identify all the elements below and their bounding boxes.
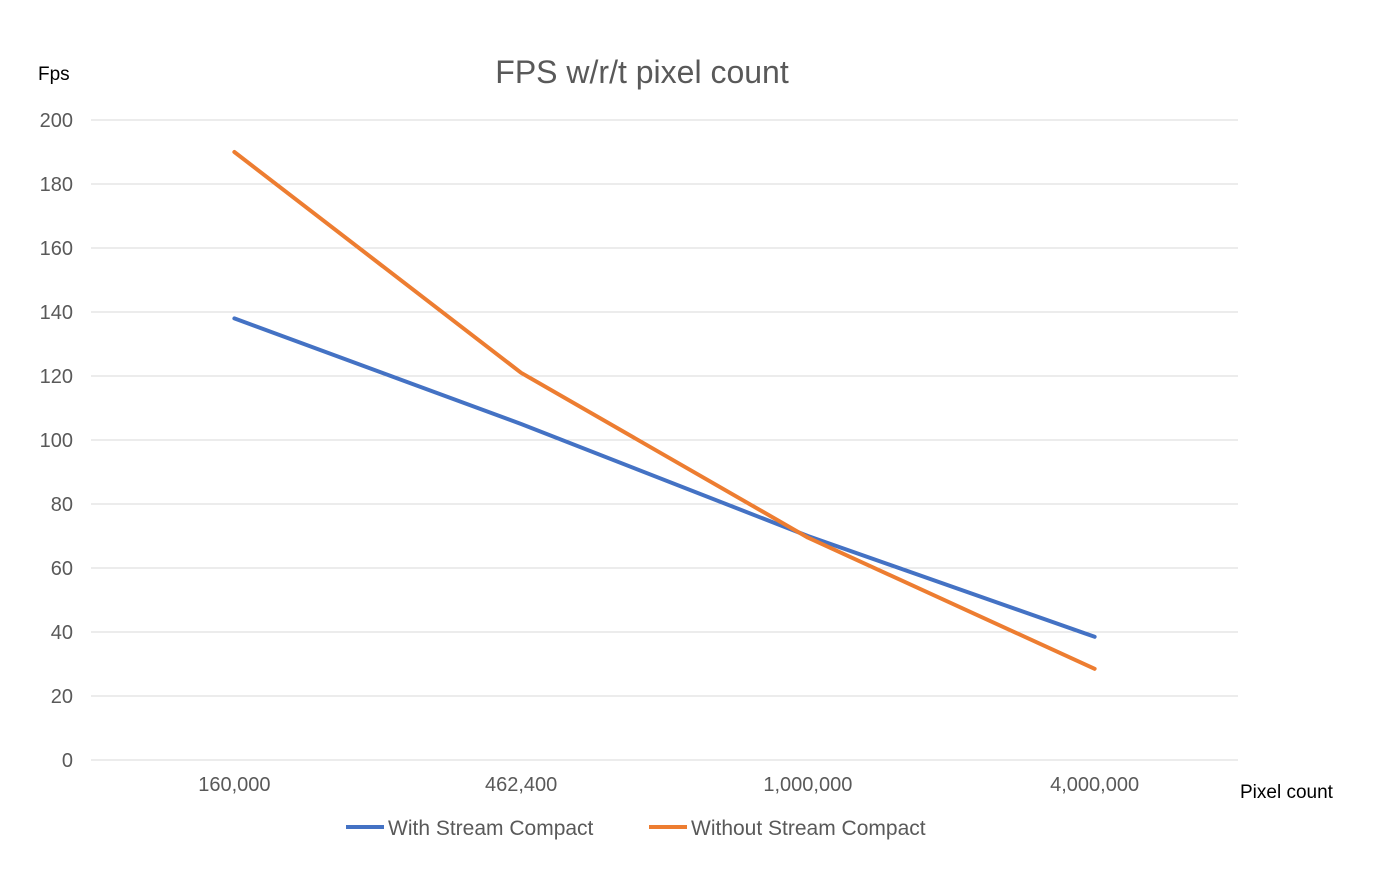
y-tick-label: 60 bbox=[51, 558, 73, 580]
x-axis-label: Pixel count bbox=[1240, 782, 1334, 803]
y-tick-label: 120 bbox=[40, 366, 73, 388]
legend-label: With Stream Compact bbox=[388, 817, 594, 840]
y-tick-label: 180 bbox=[40, 174, 73, 196]
y-axis-ticks: 0 20 40 60 80 100 120 140 160 180 200 bbox=[40, 110, 73, 772]
x-axis-ticks: 160,000 462,400 1,000,000 4,000,000 bbox=[198, 774, 1139, 796]
x-tick-label: 462,400 bbox=[485, 774, 557, 796]
y-tick-label: 40 bbox=[51, 622, 73, 644]
y-axis-label: Fps bbox=[38, 64, 70, 85]
y-tick-label: 140 bbox=[40, 302, 73, 324]
y-tick-label: 200 bbox=[40, 110, 73, 132]
y-tick-label: 160 bbox=[40, 238, 73, 260]
legend: With Stream Compact Without Stream Compac… bbox=[346, 817, 926, 840]
legend-item-1: Without Stream Compact bbox=[649, 817, 926, 840]
series-line-1 bbox=[232, 150, 1097, 671]
chart-title: FPS w/r/t pixel count bbox=[495, 54, 789, 90]
legend-item-0: With Stream Compact bbox=[346, 817, 594, 840]
x-tick-label: 160,000 bbox=[198, 774, 270, 796]
gridlines bbox=[91, 119, 1238, 761]
series-line-0 bbox=[232, 316, 1097, 639]
x-tick-label: 1,000,000 bbox=[763, 774, 852, 796]
legend-label: Without Stream Compact bbox=[691, 817, 926, 840]
y-tick-label: 20 bbox=[51, 686, 73, 708]
y-tick-label: 80 bbox=[51, 494, 73, 516]
series-lines bbox=[232, 150, 1097, 671]
x-tick-label: 4,000,000 bbox=[1050, 774, 1139, 796]
y-tick-label: 0 bbox=[62, 750, 73, 772]
y-tick-label: 100 bbox=[40, 430, 73, 452]
